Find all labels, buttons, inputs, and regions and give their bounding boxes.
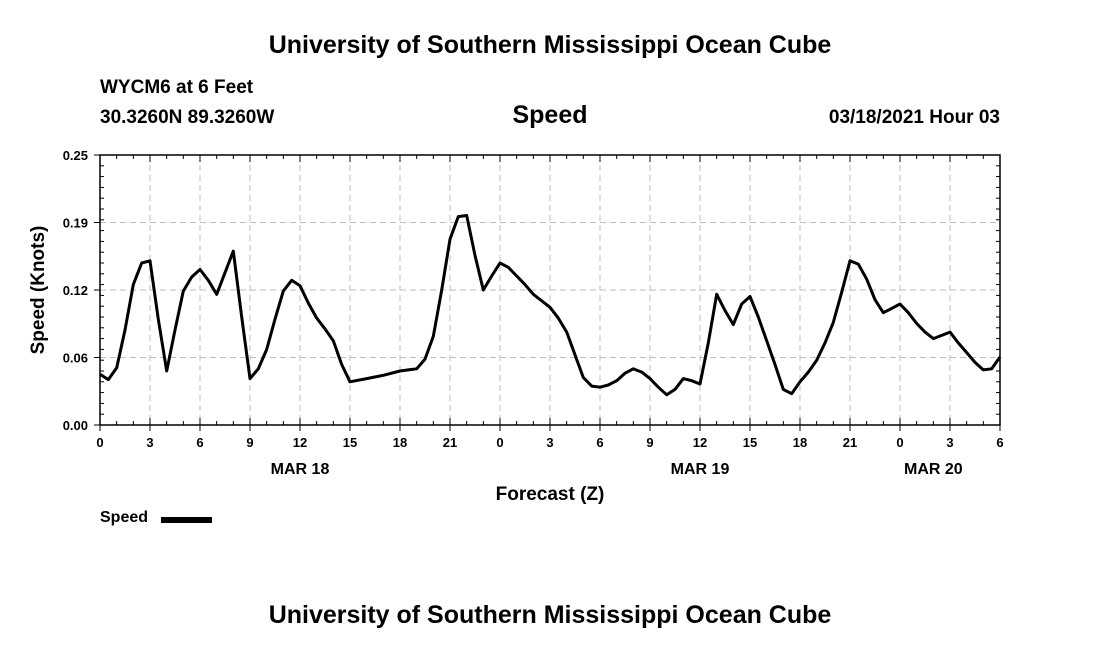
x-tick-label: 0 (896, 435, 903, 450)
y-axis-label: Speed (Knots) (28, 226, 49, 355)
x-tick-label: 21 (843, 435, 857, 450)
x-tick-label: 12 (293, 435, 307, 450)
coords-label: 30.3260N 89.3260W (100, 107, 275, 128)
x-tick-label: 6 (996, 435, 1003, 450)
x-tick-label: 3 (946, 435, 953, 450)
speed-series-line (99, 214, 1002, 397)
x-tick-label: 6 (596, 435, 603, 450)
x-tick-label: 0 (96, 435, 103, 450)
top-title: University of Southern Mississippi Ocean… (268, 31, 832, 59)
datetime-label: 03/18/2021 Hour 03 (828, 107, 1000, 128)
x-tick-label: 3 (546, 435, 553, 450)
x-tick-label: 12 (693, 435, 707, 450)
y-tick-label: 0.25 (63, 148, 88, 163)
x-tick-label: 9 (646, 435, 653, 450)
y-tick-label: 0.12 (63, 283, 88, 298)
x-tick-label: 9 (246, 435, 253, 450)
x-tick-label: 3 (146, 435, 153, 450)
date-label: MAR 18 (271, 461, 330, 478)
legend-label: Speed (100, 509, 149, 526)
x-tick-label: 15 (343, 435, 357, 450)
y-tick-label: 0.19 (63, 216, 88, 231)
bottom-title: University of Southern Mississippi Ocean… (268, 601, 832, 629)
chart-title: Speed (512, 101, 588, 129)
x-tick-label: 21 (443, 435, 457, 450)
y-tick-label: 0.00 (63, 418, 88, 433)
x-tick-label: 15 (743, 435, 757, 450)
x-tick-label: 6 (196, 435, 203, 450)
legend-swatch (161, 517, 212, 523)
station-label: WYCM6 at 6 Feet (100, 77, 254, 98)
date-label: MAR 19 (671, 461, 730, 478)
x-tick-label: 0 (496, 435, 503, 450)
x-tick-label: 18 (793, 435, 807, 450)
x-axis-label: Forecast (Z) (496, 484, 605, 505)
date-label: MAR 20 (904, 461, 963, 478)
x-tick-label: 18 (393, 435, 407, 450)
y-tick-label: 0.06 (63, 351, 88, 366)
